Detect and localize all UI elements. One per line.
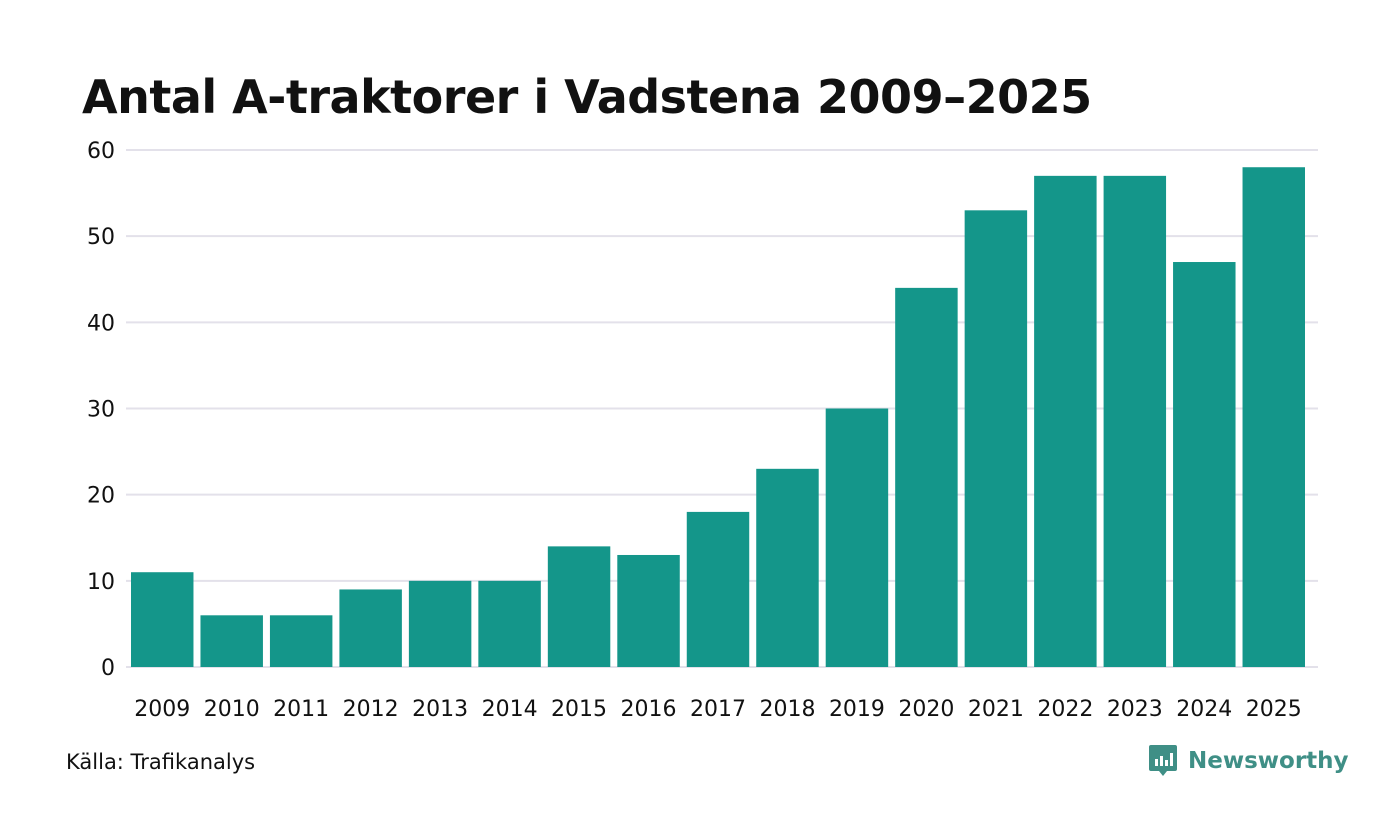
y-tick-label: 20: [87, 484, 115, 509]
x-tick-label: 2022: [1037, 697, 1093, 722]
x-tick-label: 2012: [343, 697, 399, 722]
bar: [269, 615, 333, 667]
x-tick-label: 2011: [273, 697, 329, 722]
bar: [895, 287, 958, 667]
bar: [131, 572, 194, 667]
y-axis-ticks: 0 10 20 30 40 50 60: [87, 139, 115, 681]
bar: [686, 511, 750, 667]
y-tick-label: 0: [101, 656, 115, 681]
bar: [964, 210, 1028, 668]
brand-name: Newsworthy: [1188, 748, 1349, 774]
x-tick-label: 2023: [1107, 697, 1163, 722]
y-tick-label: 30: [87, 398, 115, 423]
y-tick-label: 40: [87, 311, 115, 336]
bars: [131, 167, 1305, 668]
x-tick-label: 2025: [1246, 697, 1302, 722]
x-tick-label: 2017: [690, 697, 746, 722]
chart-title: Antal A-traktorer i Vadstena 2009–2025: [82, 70, 1092, 124]
bar: [200, 615, 263, 667]
bar: [1173, 262, 1236, 667]
x-tick-label: 2009: [134, 697, 190, 722]
x-axis-ticks: 2009 2010 2011 2012 2013 2014 2015 2016 2017 2018…: [134, 697, 1302, 722]
y-tick-label: 50: [87, 225, 115, 250]
bar: [617, 554, 680, 667]
bar: [547, 546, 611, 667]
x-tick-label: 2020: [898, 697, 954, 722]
bar: [1103, 175, 1167, 667]
x-tick-label: 2024: [1176, 697, 1232, 722]
bar: [756, 468, 819, 667]
x-tick-label: 2021: [968, 697, 1024, 722]
x-tick-label: 2014: [482, 697, 538, 722]
x-tick-label: 2010: [204, 697, 260, 722]
bar: [1034, 175, 1097, 667]
bar: [1242, 167, 1305, 667]
y-tick-label: 60: [87, 139, 115, 164]
bar: [825, 408, 889, 667]
x-tick-label: 2015: [551, 697, 607, 722]
y-tick-label: 10: [87, 570, 115, 595]
x-tick-label: 2019: [829, 697, 885, 722]
source-note: Källa: Trafikanalys: [66, 750, 256, 774]
x-tick-label: 2016: [621, 697, 677, 722]
bar: [408, 580, 472, 667]
bar: [339, 589, 402, 667]
newsworthy-logo-icon: [1149, 745, 1177, 776]
bar: [478, 580, 541, 667]
x-tick-label: 2013: [412, 697, 468, 722]
brand-logo: Newsworthy: [1148, 744, 1349, 778]
x-tick-label: 2018: [759, 697, 815, 722]
